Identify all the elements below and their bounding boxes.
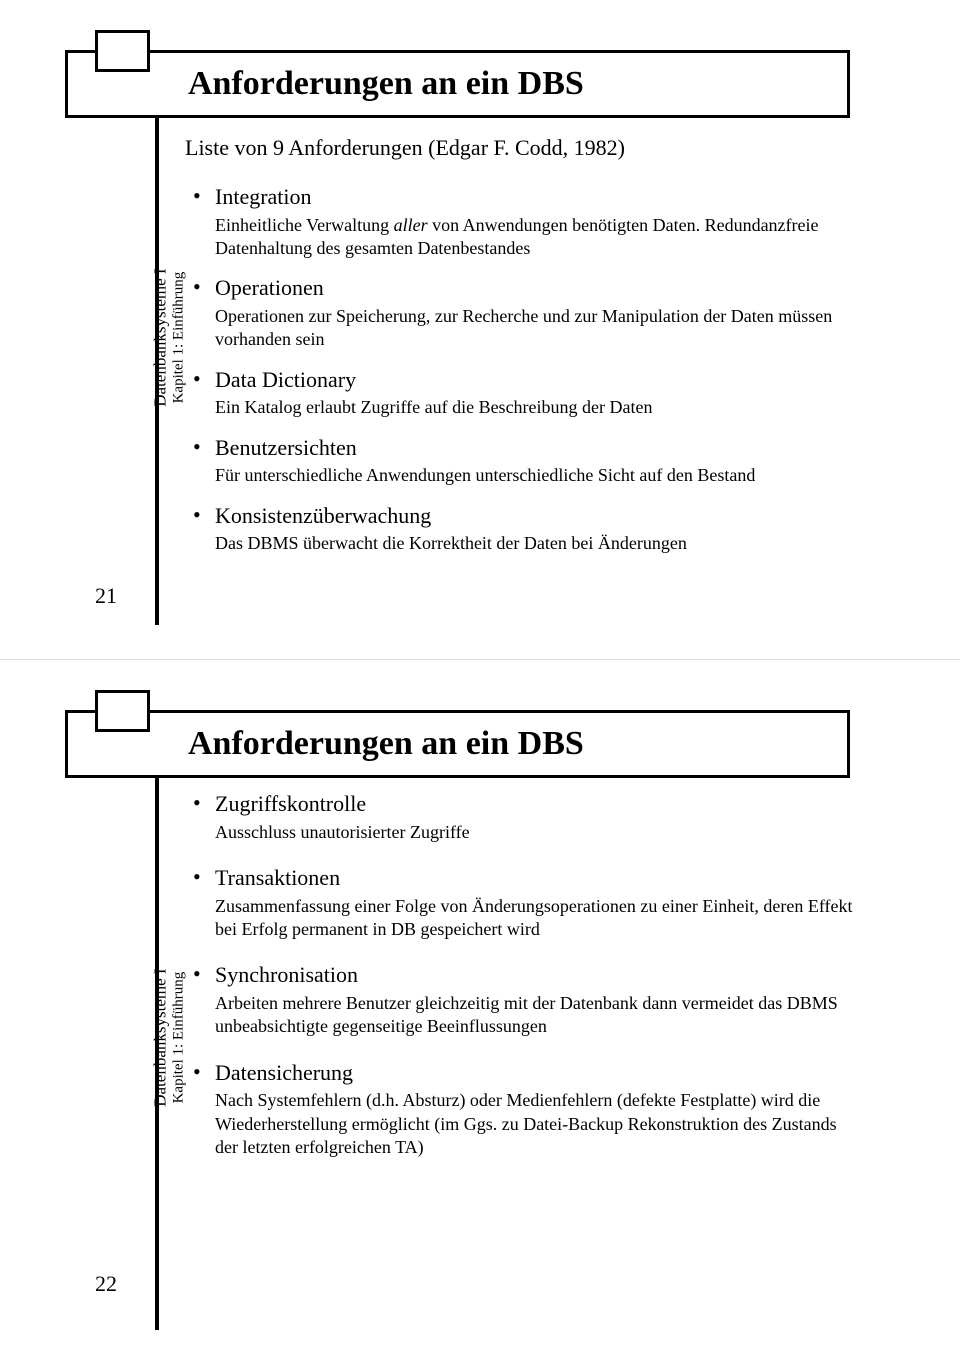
item-title: Operationen [215,274,860,303]
slide-title: Anforderungen an ein DBS [188,65,827,103]
side-label: Datenbanksysteme I Kapitel 1: Einführung [100,1020,120,1056]
item-title: Data Dictionary [215,366,860,395]
corner-box [95,690,150,732]
slide-title: Anforderungen an ein DBS [188,725,827,763]
item-desc: Zusammenfassung einer Folge von Änderung… [215,895,860,942]
item-title: Konsistenzüberwachung [215,502,860,531]
item-desc: Das DBMS überwacht die Korrektheit der D… [215,532,860,555]
vertical-divider [155,70,159,625]
list-item: Datensicherung Nach Systemfehlern (d.h. … [215,1059,860,1160]
item-title: Transaktionen [215,864,860,893]
list-item: Zugriffskontrolle Ausschluss unautorisie… [215,790,860,844]
item-title: Datensicherung [215,1059,860,1088]
list-item: Benutzersichten Für unterschiedliche Anw… [215,434,860,488]
page-number: 21 [95,583,117,609]
item-title: Zugriffskontrolle [215,790,860,819]
item-title: Integration [215,183,860,212]
corner-box [95,30,150,72]
vertical-divider [155,730,159,1330]
slide-1: Anforderungen an ein DBS Datenbanksystem… [0,0,960,660]
slide-content: Liste von 9 Anforderungen (Edgar F. Codd… [185,135,860,570]
item-desc: Operationen zur Speicherung, zur Recherc… [215,305,860,352]
item-desc: Arbeiten mehrere Benutzer gleichzeitig m… [215,992,860,1039]
item-desc: Ausschluss unautorisierter Zugriffe [215,821,860,844]
list-item: Transaktionen Zusammenfassung einer Folg… [215,864,860,941]
bullet-list: Zugriffskontrolle Ausschluss unautorisie… [185,790,860,1160]
item-title: Benutzersichten [215,434,860,463]
slide-subtitle: Liste von 9 Anforderungen (Edgar F. Codd… [185,135,860,161]
title-bar: Anforderungen an ein DBS [65,50,850,118]
item-desc: Für unterschiedliche Anwendungen untersc… [215,464,860,487]
item-title: Synchronisation [215,961,860,990]
item-desc: Einheitliche Verwaltung aller von Anwend… [215,214,860,261]
item-desc: Ein Katalog erlaubt Zugriffe auf die Bes… [215,396,860,419]
list-item: Operationen Operationen zur Speicherung,… [215,274,860,351]
slide-content: Zugriffskontrolle Ausschluss unautorisie… [185,790,860,1180]
item-desc: Nach Systemfehlern (d.h. Absturz) oder M… [215,1089,860,1159]
slide-2: Anforderungen an ein DBS Datenbanksystem… [0,660,960,1357]
page-number: 22 [95,1271,117,1297]
list-item: Synchronisation Arbeiten mehrere Benutze… [215,961,860,1038]
list-item: Konsistenzüberwachung Das DBMS überwacht… [215,502,860,556]
title-bar: Anforderungen an ein DBS [65,710,850,778]
list-item: Integration Einheitliche Verwaltung alle… [215,183,860,260]
bullet-list: Integration Einheitliche Verwaltung alle… [185,183,860,556]
side-label: Datenbanksysteme I Kapitel 1: Einführung [100,320,120,356]
list-item: Data Dictionary Ein Katalog erlaubt Zugr… [215,366,860,420]
